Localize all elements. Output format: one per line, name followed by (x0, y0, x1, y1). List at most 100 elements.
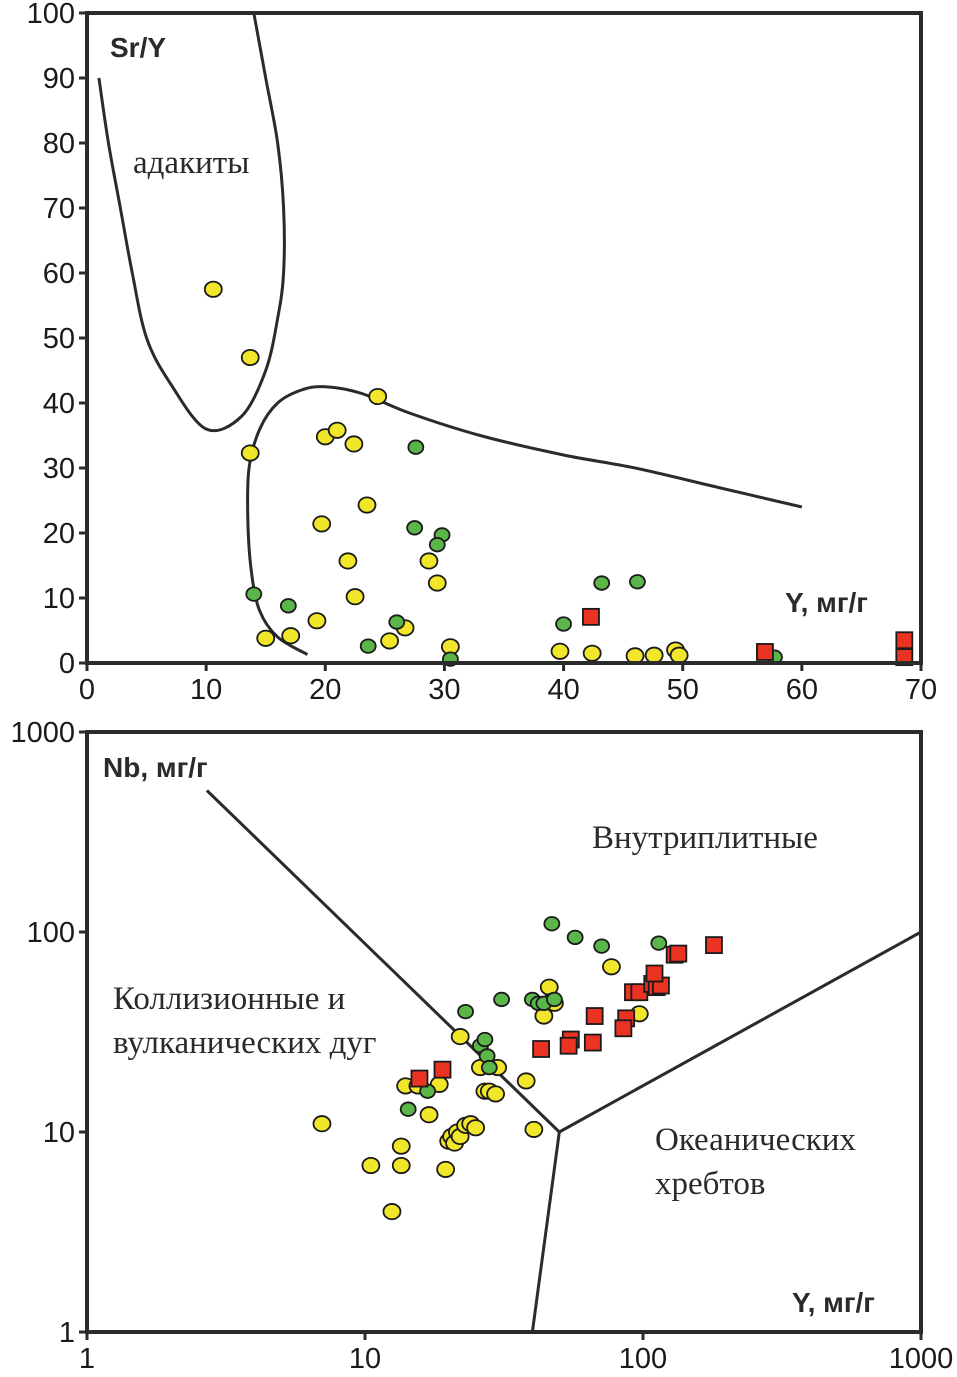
yellow-circle-point (486, 1085, 506, 1103)
yellow-circle-point (466, 1119, 486, 1137)
data-points (203, 280, 914, 667)
green-circle-point (428, 537, 446, 553)
red-square-point (895, 631, 914, 650)
yellow-circle-point (312, 515, 332, 533)
green-circle-point (407, 439, 425, 455)
green-circle-point (555, 616, 572, 632)
y-tick-label: 20 (43, 518, 75, 550)
y-tick-label: 0 (59, 648, 75, 680)
green-circle-point (566, 929, 584, 946)
adakite-field-line (97, 12, 286, 433)
yellow-circle-point (382, 1203, 402, 1221)
data-points (312, 916, 723, 1221)
yellow-circle-point (391, 1137, 411, 1155)
field-boundaries (97, 12, 803, 656)
yellow-circle-point (240, 444, 260, 462)
x-tick-label: 60 (786, 674, 818, 706)
yellow-circle-point (344, 435, 364, 453)
region-label-ocean-ridge-line1: Океанических (655, 1122, 856, 1158)
yellow-circle-point (427, 574, 447, 592)
vag-wpg-boundary-line (205, 789, 561, 1134)
y-tick-label: 60 (43, 258, 75, 290)
y-tick-label: 30 (43, 453, 75, 485)
x-tick-label: 1 (79, 1343, 95, 1375)
x-axis-title: Y, мг/г (792, 1287, 875, 1318)
red-square-point (705, 936, 723, 955)
x-tick-label: 100 (619, 1343, 667, 1375)
yellow-circle-point (516, 1072, 536, 1090)
y-axis-title: Nb, мг/г (103, 752, 208, 783)
x-axis-title: Y, мг/г (785, 587, 868, 618)
region-label-adakites: адакиты (133, 145, 249, 181)
y-tick-label: 10 (43, 1117, 75, 1149)
yellow-circle-point (380, 632, 400, 650)
green-circle-point (245, 586, 263, 602)
red-square-point (583, 1033, 602, 1052)
green-circle-point (476, 1031, 494, 1048)
x-tick-label: 40 (547, 674, 579, 706)
yellow-circle-point (256, 629, 276, 647)
green-circle-point (406, 520, 424, 536)
green-circle-point (493, 991, 510, 1008)
yellow-circle-point (436, 1160, 456, 1178)
yellow-circle-point (345, 588, 365, 606)
green-circle-point (543, 916, 561, 932)
y-tick-label: 10 (43, 583, 75, 615)
red-square-point (433, 1060, 452, 1079)
red-square-point (756, 643, 774, 661)
yellow-circle-point (524, 1120, 544, 1138)
y-tick-label: 80 (43, 128, 75, 160)
x-tick-label: 1000 (889, 1343, 954, 1375)
plot-frame (85, 11, 923, 665)
yellow-circle-point (391, 1156, 411, 1175)
normal-arc-field-line (246, 385, 803, 656)
x-tick-label: 70 (905, 674, 937, 706)
sr-y-vs-y-chart: 0 10 20 30 40 50 60 70 0 10 20 30 40 50 60 70 80 90 100 Sr… (27, 0, 938, 706)
yellow-circle-point (368, 387, 388, 406)
y-tick-label: 1 (59, 1317, 75, 1349)
y-tick-label: 90 (43, 63, 75, 95)
red-square-point (532, 1040, 551, 1058)
red-square-point (410, 1069, 429, 1088)
red-square-point (585, 1007, 604, 1025)
green-circle-point (545, 991, 563, 1008)
x-tick-label: 50 (667, 674, 699, 706)
y-axis-title: Sr/Y (110, 32, 166, 63)
region-label-collision-line2: вулканических дуг (113, 1025, 376, 1061)
green-circle-point (399, 1101, 417, 1117)
yellow-circle-point (281, 627, 301, 645)
yellow-circle-point (669, 646, 689, 664)
green-circle-point (359, 638, 377, 654)
green-circle-point (480, 1059, 498, 1076)
x-tick-label: 0 (79, 674, 95, 706)
green-circle-point (388, 614, 406, 630)
green-circle-point (629, 574, 646, 590)
y-tick-label: 1000 (10, 717, 75, 749)
axis-ticks: 0 10 20 30 40 50 60 70 0 10 20 30 40 50 60 70 80 90 100 (27, 0, 938, 706)
y-tick-label: 40 (43, 388, 75, 420)
yellow-circle-point (419, 1106, 439, 1124)
yellow-circle-point (312, 1115, 332, 1133)
region-label-within-plate: Внутриплитные (592, 820, 818, 856)
yellow-circle-point (450, 1028, 470, 1046)
yellow-circle-point (357, 496, 377, 514)
red-square-point (645, 964, 664, 983)
field-boundaries (205, 789, 922, 1333)
yellow-circle-point (361, 1156, 381, 1175)
yellow-circle-point (550, 642, 570, 660)
yellow-circle-point (582, 644, 602, 662)
green-circle-point (650, 935, 668, 951)
green-circle-point (279, 598, 297, 614)
axis-ticks: 1 10 100 1000 1 10 100 1000 (10, 717, 953, 1375)
yellow-circle-point (602, 958, 621, 976)
x-tick-label: 10 (190, 674, 222, 706)
nb-vs-y-chart: 1 10 100 1000 1 10 100 1000 Nb, мг/г Y, мг/г Вн… (10, 717, 953, 1375)
yellow-circle-point (644, 646, 664, 664)
x-tick-label: 20 (309, 674, 341, 706)
y-tick-label: 100 (27, 917, 75, 949)
plot-frame (85, 730, 923, 1334)
green-circle-point (593, 575, 611, 591)
y-tick-label: 100 (27, 0, 75, 30)
red-square-point (582, 607, 600, 626)
